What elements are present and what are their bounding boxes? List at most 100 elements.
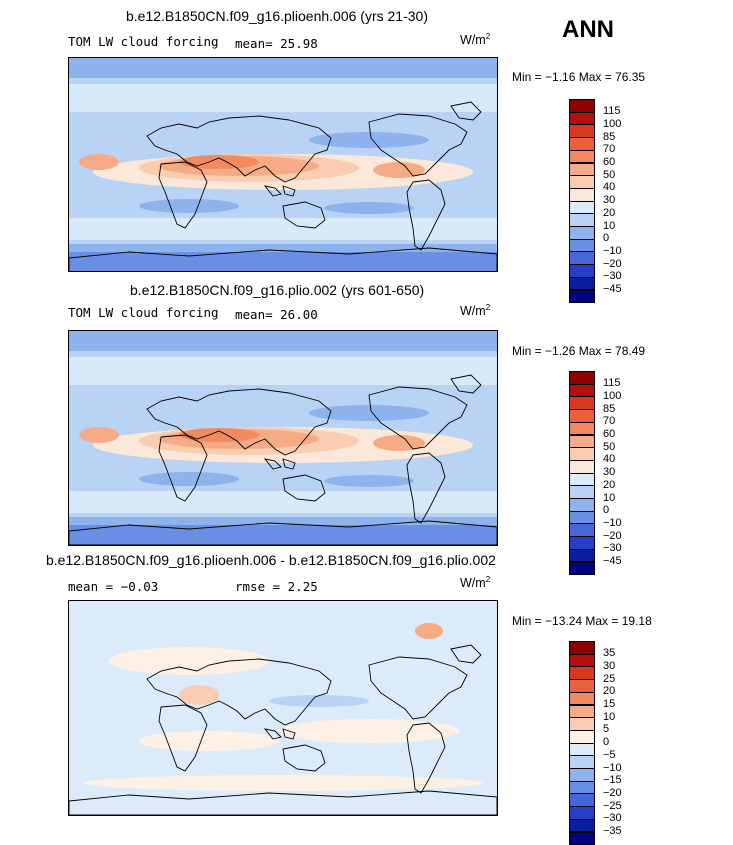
colorbar-swatch — [569, 226, 595, 240]
colorbar-tick-label: 40 — [603, 182, 615, 193]
colorbar-tick-label: 60 — [603, 429, 615, 440]
colorbar-swatch — [569, 755, 595, 769]
colorbar-swatch — [569, 99, 595, 113]
diff-pos-6 — [415, 623, 443, 639]
colorbar-swatch — [569, 793, 595, 807]
colorbar-swatch — [569, 384, 595, 398]
colorbar-tick-label: 0 — [603, 505, 609, 516]
colorbar-swatch — [569, 641, 595, 655]
colorbar-tick-label: −10 — [603, 518, 622, 529]
colorbar-tick-label: 10 — [603, 712, 615, 723]
colorbar-swatch — [569, 175, 595, 189]
colorbar-swatch — [569, 781, 595, 795]
colorbar-swatch — [569, 768, 595, 782]
subtropic-dry-s — [139, 472, 239, 486]
subtropic-dry-s2 — [324, 202, 414, 214]
colorbar-swatch — [569, 435, 595, 449]
colorbar-tick-label: −20 — [603, 788, 622, 799]
colorbar-tick-label: −10 — [603, 763, 622, 774]
panel-title: b.e12.B1850CN.f09_g16.plioenh.006 (yrs 2… — [126, 8, 428, 24]
colorbar-tick-label: 25 — [603, 674, 615, 685]
map-plot — [68, 330, 498, 546]
colorbar-swatch — [569, 239, 595, 253]
diff-pos-3 — [139, 731, 279, 751]
colorbar-tick-label: 70 — [603, 144, 615, 155]
midlat-band-north — [69, 84, 497, 112]
colorbar-swatch — [569, 679, 595, 693]
subtropic-dry-s2 — [324, 475, 414, 487]
colorbar-tick-label: −25 — [603, 801, 622, 812]
colorbar-tick-label: 30 — [603, 467, 615, 478]
colorbar-swatch — [569, 290, 595, 304]
colorbar-swatch — [569, 498, 595, 512]
colorbar-tick-label: −45 — [603, 556, 622, 567]
colorbar-swatch — [569, 213, 595, 227]
map-svg — [69, 331, 497, 545]
units-base: W/m — [460, 33, 486, 47]
colorbar-tick-label: −20 — [603, 531, 622, 542]
midlat-band-north — [69, 357, 497, 385]
minmax-label: Min = −1.16 Max = 76.35 — [512, 70, 645, 84]
subtropic-dry-s — [139, 199, 239, 213]
mean-label: mean= 25.98 — [235, 36, 318, 51]
season-label: ANN — [562, 16, 614, 44]
minmax-label: Min = −13.24 Max = 19.18 — [512, 614, 652, 628]
minmax-label: Min = −1.26 Max = 78.49 — [512, 344, 645, 358]
colorbar-swatch — [569, 666, 595, 680]
colorbar-swatch — [569, 150, 595, 164]
colorbar-tick-label: −10 — [603, 246, 622, 257]
colorbar-tick-label: 85 — [603, 132, 615, 143]
colorbar-swatch — [569, 409, 595, 423]
warm-pool-max — [179, 155, 259, 169]
colorbar-swatch — [569, 511, 595, 525]
colorbar-tick-label: −30 — [603, 813, 622, 824]
colorbar-swatch — [569, 654, 595, 668]
colorbar-tick-label: 40 — [603, 454, 615, 465]
colorbar-tick-label: 15 — [603, 699, 615, 710]
africa-warm — [79, 427, 119, 443]
colorbar-tick-label: 30 — [603, 195, 615, 206]
colorbar-swatch — [569, 717, 595, 731]
polar-band-north — [69, 58, 497, 78]
colorbar-tick-label: 115 — [603, 378, 621, 389]
colorbar-swatch — [569, 549, 595, 563]
colorbar-tick-label: −35 — [603, 826, 622, 837]
colorbar-tick-label: 5 — [603, 724, 609, 735]
colorbar-swatch — [569, 743, 595, 757]
rmse-label: rmse = 2.25 — [235, 579, 318, 594]
units-label: W/m2 — [460, 575, 490, 590]
colorbar-swatch — [569, 523, 595, 537]
colorbar-swatch — [569, 832, 595, 845]
mean-label: mean= 26.00 — [235, 307, 318, 322]
diff-pos-2 — [279, 719, 459, 743]
colorbar-tick-label: 0 — [603, 233, 609, 244]
colorbar-tick-label: −20 — [603, 259, 622, 270]
colorbar-tick-label: 35 — [603, 648, 615, 659]
variable-label: TOM LW cloud forcing — [68, 34, 219, 49]
colorbar-tick-label: 100 — [603, 119, 621, 130]
colorbar-tick-label: 100 — [603, 391, 621, 402]
map-svg — [69, 58, 497, 272]
map-plot — [68, 600, 498, 816]
colorbar-tick-label: 85 — [603, 404, 615, 415]
colorbar-tick-label: 50 — [603, 442, 615, 453]
polar-band-north — [69, 331, 497, 351]
colorbar-swatch — [569, 201, 595, 215]
units-base: W/m — [460, 304, 486, 318]
colorbar-swatch — [569, 264, 595, 278]
colorbar-tick-label: 10 — [603, 221, 615, 232]
colorbar-swatch — [569, 277, 595, 291]
units-exp: 2 — [486, 303, 490, 312]
diff-neg-1 — [269, 695, 369, 707]
colorbar-swatch — [569, 473, 595, 487]
colorbar-tick-label: 70 — [603, 416, 615, 427]
colorbar-tick-label: −15 — [603, 775, 622, 786]
colorbar-tick-label: 10 — [603, 493, 615, 504]
colorbar-swatch — [569, 460, 595, 474]
colorbar-swatch — [569, 163, 595, 177]
colorbar-swatch — [569, 730, 595, 744]
map-svg — [69, 601, 497, 815]
colorbar-swatch — [569, 536, 595, 550]
units-label: W/m2 — [460, 303, 490, 318]
colorbar-swatch — [569, 112, 595, 126]
